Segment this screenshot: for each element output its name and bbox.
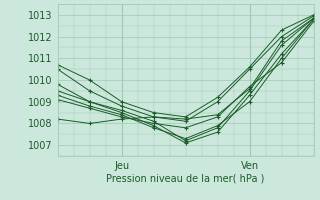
X-axis label: Pression niveau de la mer( hPa ): Pression niveau de la mer( hPa ) xyxy=(107,174,265,184)
